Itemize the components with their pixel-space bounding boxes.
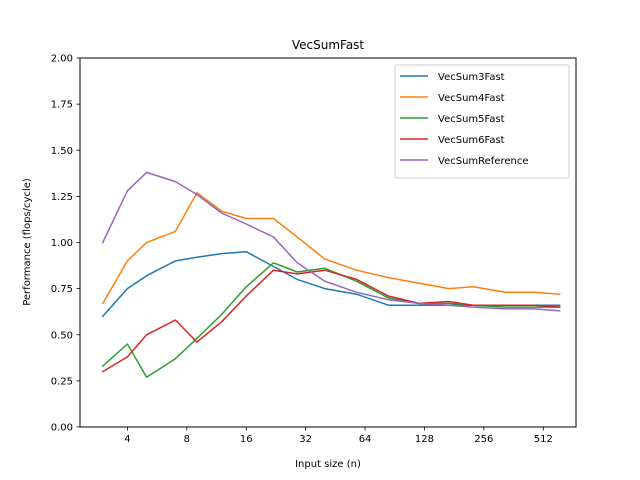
x-tick-label: 4 xyxy=(124,434,130,445)
plot-lines xyxy=(101,171,561,378)
x-axis-label: Input size (n) xyxy=(295,459,361,470)
x-tick-label: 64 xyxy=(359,434,372,445)
y-axis-label: Performance (flops/cycle) xyxy=(22,178,33,306)
legend-label: VecSum3Fast xyxy=(438,72,505,83)
legend: VecSum3Fast VecSum4Fast VecSum5Fast VecSum6… xyxy=(394,64,570,179)
series-line-1 xyxy=(101,191,561,305)
y-tick-label: 0.00 xyxy=(51,423,73,434)
y-tick-label: 0.75 xyxy=(51,284,73,295)
y-tick-label: 0.25 xyxy=(51,376,73,387)
x-tick-label: 32 xyxy=(299,434,312,445)
legend-box xyxy=(394,64,570,179)
y-tick-label: 1.75 xyxy=(51,100,73,111)
chart-title: VecSumFast xyxy=(292,38,365,52)
y-tick-label: 2.00 xyxy=(51,54,73,65)
legend-label: VecSum6Fast xyxy=(438,135,505,146)
series-line-2 xyxy=(101,262,561,378)
y-tick-label: 1.25 xyxy=(51,192,73,203)
x-axis-ticks: 4 8 16 32 64 128 256 512 xyxy=(124,427,553,445)
x-tick-label: 16 xyxy=(240,434,253,445)
legend-label: VecSum5Fast xyxy=(438,114,505,125)
x-tick-label: 128 xyxy=(415,434,434,445)
legend-label: VecSumReference xyxy=(438,156,529,167)
x-tick-label: 8 xyxy=(184,434,190,445)
y-tick-label: 1.50 xyxy=(51,146,73,157)
series-line-3 xyxy=(101,269,561,373)
x-tick-label: 512 xyxy=(534,434,553,445)
y-tick-label: 1.00 xyxy=(51,238,73,249)
y-axis-ticks: 0.00 0.25 0.50 0.75 1.00 1.25 1.50 1.75 2.00 xyxy=(51,54,80,434)
legend-label: VecSum4Fast xyxy=(438,93,505,104)
y-tick-label: 0.50 xyxy=(51,330,73,341)
x-tick-label: 256 xyxy=(474,434,493,445)
series-line-4 xyxy=(101,171,561,312)
